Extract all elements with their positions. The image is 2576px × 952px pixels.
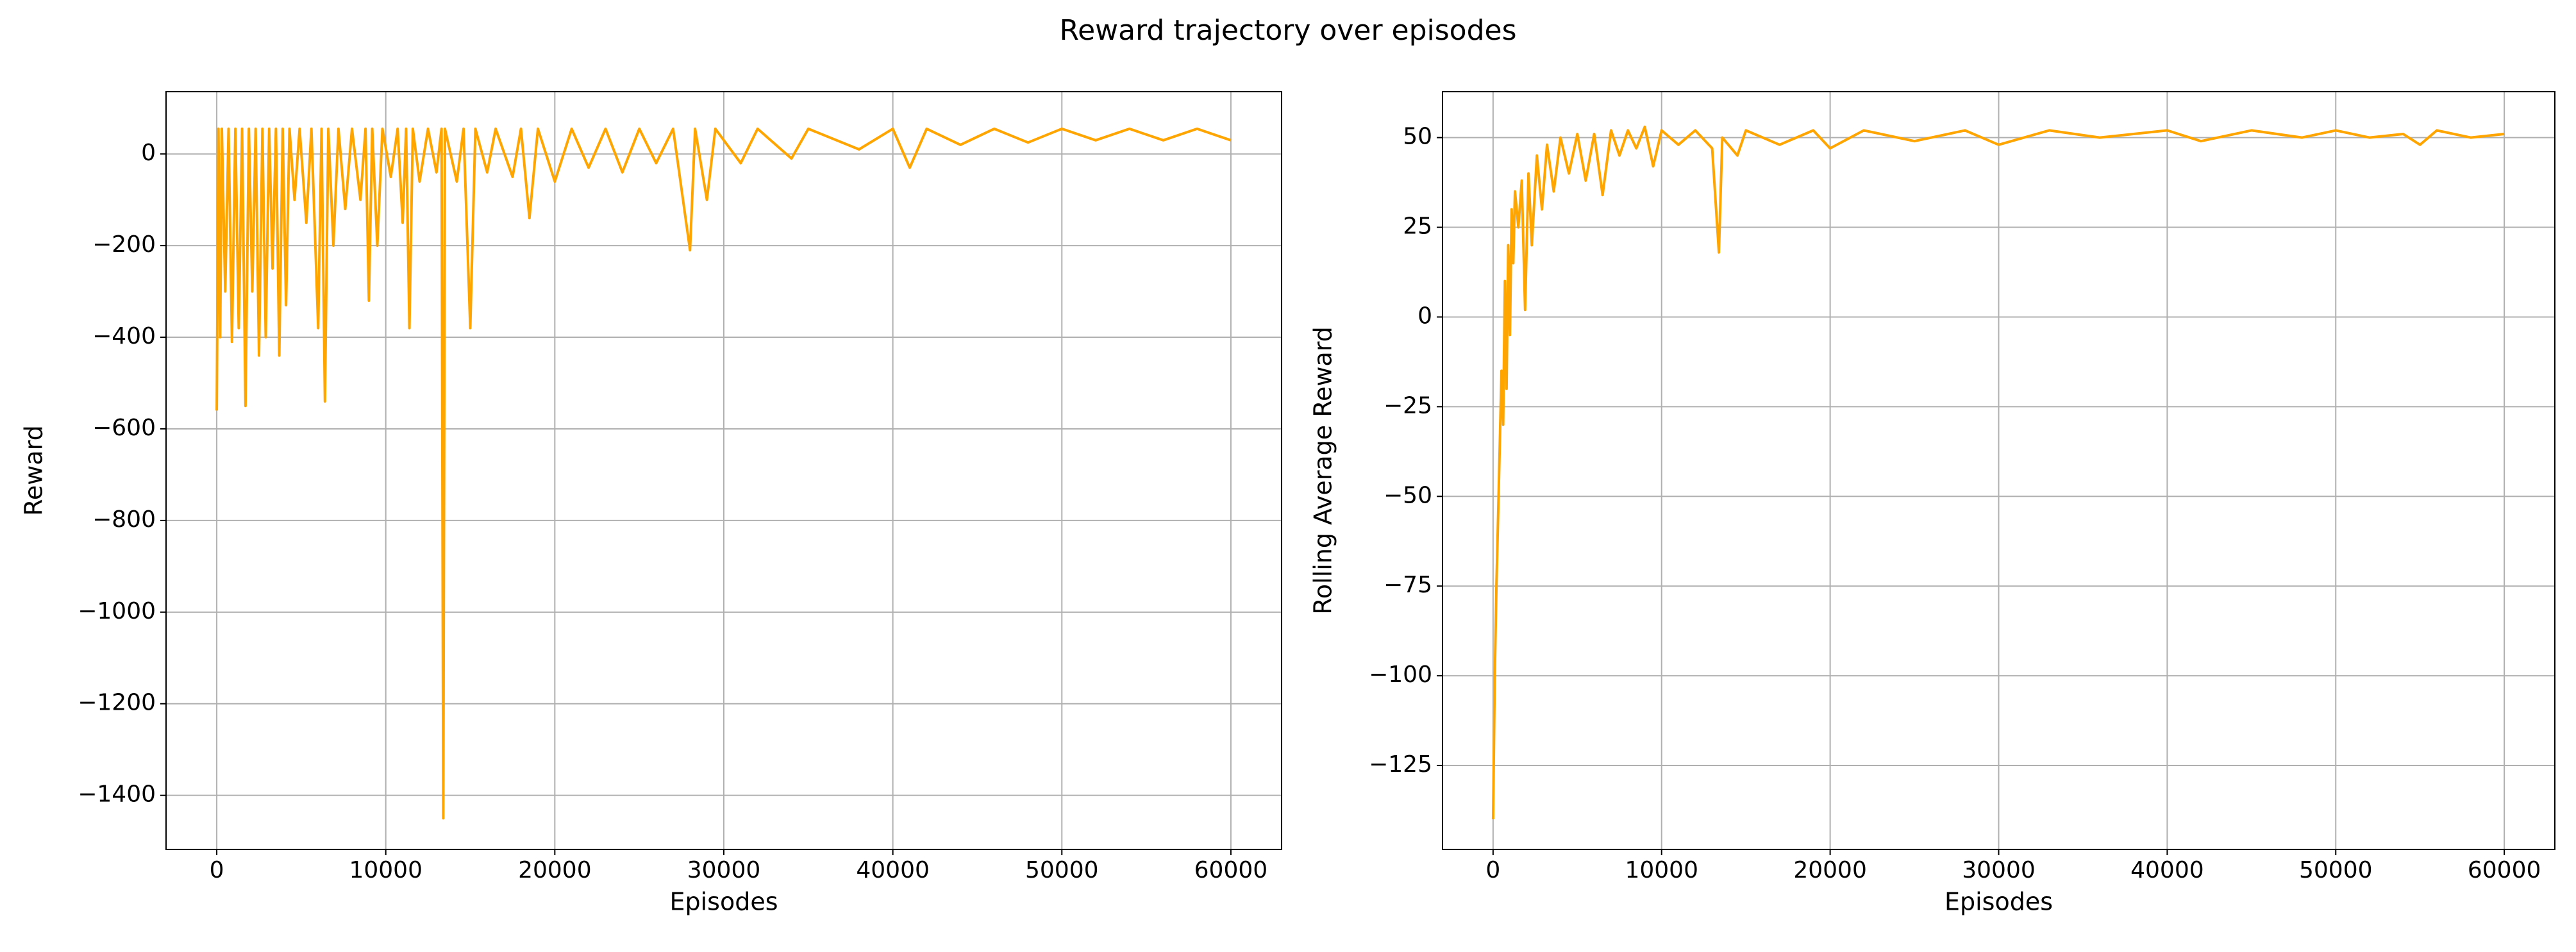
x-tick-label: 10000 — [1625, 857, 1698, 883]
x-axis-label: Episodes — [669, 888, 778, 916]
x-tick-label: 20000 — [1793, 857, 1867, 883]
y-tick-label: 0 — [1418, 303, 1432, 329]
x-axis-label: Episodes — [1945, 888, 2053, 916]
line — [1491, 125, 2505, 820]
x-tick-label: 40000 — [856, 857, 930, 883]
line — [215, 127, 1232, 820]
y-tick-label: −25 — [1384, 392, 1432, 419]
y-tick-label: −100 — [1369, 662, 1432, 688]
x-tick-label: 0 — [1485, 857, 1500, 883]
y-tick-label: −75 — [1384, 572, 1432, 598]
x-tick-label: 0 — [210, 857, 224, 883]
x-tick-label: 10000 — [349, 857, 422, 883]
x-tick-label: 30000 — [1962, 857, 2036, 883]
y-axis-label: Reward — [20, 425, 48, 516]
y-tick-label: 25 — [1403, 213, 1432, 240]
y-tick-label: −800 — [92, 506, 156, 533]
x-tick-label: 20000 — [518, 857, 592, 883]
y-tick-label: −400 — [92, 323, 156, 349]
y-tick-label: −50 — [1384, 482, 1432, 508]
y-tick-label: 50 — [1403, 124, 1432, 150]
figure-title: Reward trajectory over episodes — [1059, 14, 1516, 47]
y-axis-label: Rolling Average Reward — [1309, 326, 1337, 615]
y-tick-label: −1200 — [78, 690, 156, 716]
x-tick-label: 30000 — [687, 857, 761, 883]
x-tick-label: 50000 — [2299, 857, 2373, 883]
y-tick-label: −200 — [92, 231, 156, 258]
x-tick-label: 60000 — [1194, 857, 1268, 883]
y-tick-label: 0 — [141, 140, 156, 166]
axes-frame — [165, 91, 1282, 850]
axes-frame — [1442, 91, 2555, 850]
y-tick-label: −125 — [1369, 751, 1432, 778]
x-tick-label: 40000 — [2130, 857, 2204, 883]
y-tick-label: −1400 — [78, 781, 156, 808]
y-tick-label: −1000 — [78, 598, 156, 624]
x-tick-label: 60000 — [2468, 857, 2541, 883]
y-tick-label: −600 — [92, 415, 156, 441]
x-tick-label: 50000 — [1025, 857, 1099, 883]
